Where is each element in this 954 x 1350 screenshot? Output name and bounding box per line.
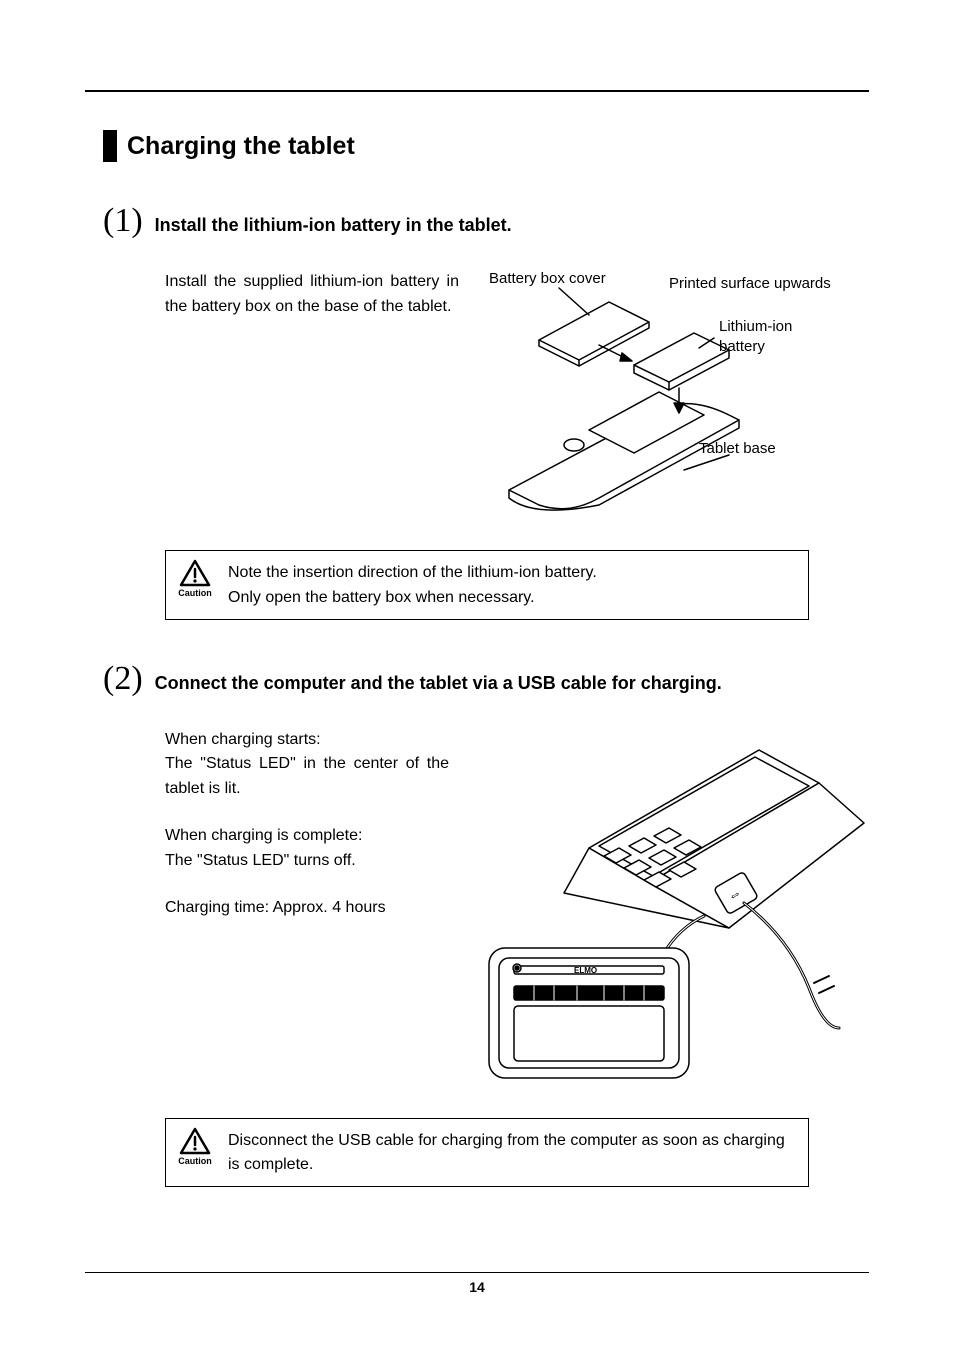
caution-label-2: Caution <box>172 1156 218 1166</box>
caution-text-2: Disconnect the USB cable for charging fr… <box>228 1127 794 1179</box>
caution1-line1: Note the insertion direction of the lith… <box>228 561 597 586</box>
step2-p2: When charging is complete: The "Status L… <box>165 824 449 874</box>
label-battery-box-cover: Battery box cover <box>489 270 606 289</box>
step2-p2-l2: The "Status LED" turns off. <box>165 852 356 869</box>
step2-title: Connect the computer and the tablet via … <box>155 673 722 694</box>
step1-text: Install the supplied lithium-ion battery… <box>165 270 459 520</box>
warning-triangle-icon <box>179 559 211 587</box>
step2-diagram: ⇔ ELMO <box>469 728 869 1088</box>
section-header: Charging the tablet <box>103 130 869 162</box>
step2-p2-l1: When charging is complete: <box>165 827 362 844</box>
step2-p1-l1: When charging starts: <box>165 731 321 748</box>
section-bar <box>103 130 117 162</box>
caution-icon-1: Caution <box>172 559 218 598</box>
caution1-line2: Only open the battery box when necessary… <box>228 586 597 611</box>
step2-p1-l2: The "Status LED" in the center of the ta… <box>165 755 449 797</box>
section-title: Charging the tablet <box>127 132 355 161</box>
step1-diagram: Battery box cover Printed surface upward… <box>479 270 869 520</box>
top-rule <box>85 90 869 92</box>
step1-paragraph: Install the supplied lithium-ion battery… <box>165 270 459 320</box>
label-lithium-ion-1: Lithium-ion <box>719 318 792 337</box>
label-printed-surface: Printed surface upwards <box>669 275 831 294</box>
battery-install-illustration <box>479 270 869 520</box>
caution-icon-2: Caution <box>172 1127 218 1166</box>
page: Charging the tablet (1) Install the lith… <box>0 0 954 1350</box>
step2-header: (2) Connect the computer and the tablet … <box>103 660 869 698</box>
page-number: 14 <box>469 1279 485 1295</box>
warning-triangle-icon <box>179 1127 211 1155</box>
step2-p1: When charging starts: The "Status LED" i… <box>165 728 449 802</box>
caution-text-1: Note the insertion direction of the lith… <box>228 559 597 611</box>
usb-charging-illustration: ⇔ ELMO <box>469 728 869 1088</box>
caution-label-1: Caution <box>172 588 218 598</box>
step1-body: Install the supplied lithium-ion battery… <box>165 270 869 520</box>
step1-number: (1) <box>103 202 143 240</box>
step1-title: Install the lithium-ion battery in the t… <box>155 215 512 236</box>
svg-text:ELMO: ELMO <box>574 966 597 975</box>
step1-header: (1) Install the lithium-ion battery in t… <box>103 202 869 240</box>
step2-p3: Charging time: Approx. 4 hours <box>165 896 449 921</box>
caution-box-1: Caution Note the insertion direction of … <box>165 550 809 620</box>
step2-number: (2) <box>103 660 143 698</box>
step2-text: When charging starts: The "Status LED" i… <box>165 728 449 1088</box>
label-tablet-base: Tablet base <box>699 440 776 459</box>
caution-box-2: Caution Disconnect the USB cable for cha… <box>165 1118 809 1188</box>
step2-body: When charging starts: The "Status LED" i… <box>165 728 869 1088</box>
page-footer: 14 <box>85 1272 869 1295</box>
label-lithium-ion-2: battery <box>719 338 765 357</box>
